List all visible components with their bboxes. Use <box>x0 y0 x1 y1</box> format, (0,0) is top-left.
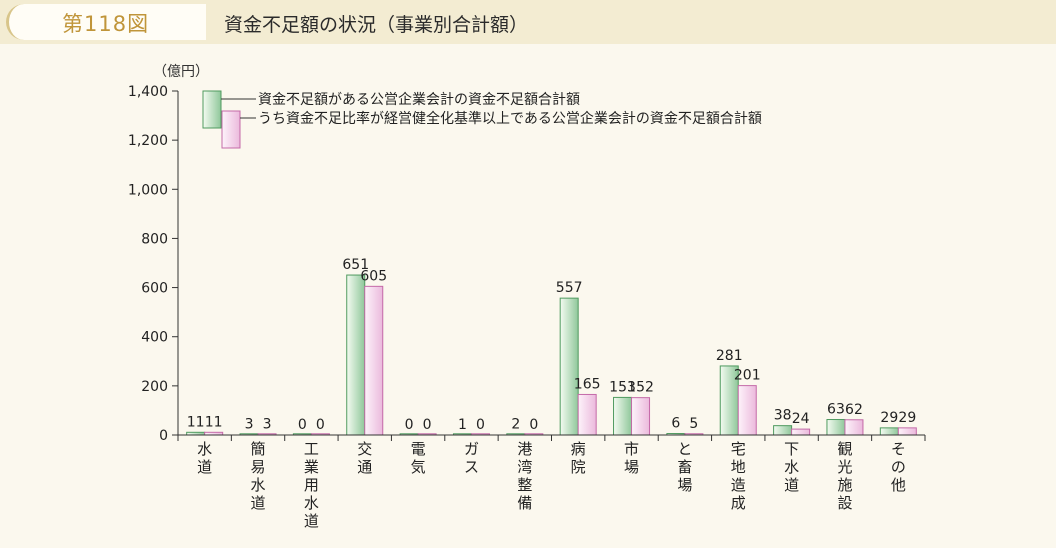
bar-series1 <box>613 396 633 436</box>
figure-title: 資金不足額の状況（事業別合計額） <box>224 14 529 36</box>
data-label-series1: 3 <box>245 416 254 432</box>
data-label-series1: 281 <box>716 348 743 364</box>
data-label-series1: 63 <box>827 402 845 418</box>
x-tick-label: 電気 <box>411 440 426 476</box>
data-label-series1: 29 <box>880 410 898 426</box>
x-tick-label: 水道 <box>197 440 212 476</box>
data-label-series2: 0 <box>476 417 485 433</box>
bar-series1 <box>346 274 366 436</box>
y-tick-label: 1,200 <box>128 133 168 149</box>
data-label-series1: 651 <box>342 257 369 273</box>
data-label-series1: 6 <box>671 416 680 432</box>
x-tick-label: 下水道 <box>784 440 799 494</box>
data-label-series2: 0 <box>529 417 538 433</box>
y-tick-label: 0 <box>159 428 168 444</box>
legend-label-series1: 資金不足額がある公営企業会計の資金不足額合計額 <box>258 91 580 108</box>
y-axis: 0 200 400 600 800 1,000 1,200 1,400 <box>128 84 179 444</box>
data-label-series2: 165 <box>574 376 601 392</box>
x-axis: 水道 簡易水道 工業用水道 交通 電気 ガス 港湾整備 病院 市場 と畜場 宅地造成 下水道 観光施設 そ… <box>177 434 926 530</box>
data-label-series2: 24 <box>792 411 810 427</box>
y-axis-unit: （億円） <box>153 64 209 80</box>
legend: 資金不足額がある公営企業会計の資金不足額合計額 うち資金不足比率が経営健全化基準… <box>202 90 762 149</box>
data-label-series2: 29 <box>898 410 916 426</box>
x-tick-label: 簡易水道 <box>251 440 266 512</box>
y-tick-label: 400 <box>141 330 168 346</box>
bar-series1 <box>879 427 899 436</box>
data-label-series1: 38 <box>774 408 792 424</box>
y-tick-label: 1,400 <box>128 84 168 100</box>
data-label-series2: 0 <box>423 417 432 433</box>
y-tick-label: 1,000 <box>128 182 168 198</box>
bar-series1 <box>826 419 846 436</box>
bar-series2 <box>364 285 384 436</box>
x-tick-label: 港湾整備 <box>517 440 532 512</box>
y-tick-label: 200 <box>141 379 168 395</box>
x-tick-label: 工業用水道 <box>304 440 319 530</box>
figure-number-tab <box>6 4 206 40</box>
bar-series2 <box>791 428 811 436</box>
bar-series1 <box>773 425 793 436</box>
data-label-series1: 153 <box>609 379 636 395</box>
data-label-series1: 0 <box>405 417 414 433</box>
x-tick-label: 市場 <box>624 440 639 476</box>
bar-series2 <box>897 427 917 436</box>
data-label-series1: 0 <box>298 417 307 433</box>
x-tick-label: ガス <box>464 440 479 476</box>
x-tick-label: 観光施設 <box>837 440 852 512</box>
data-label-series1: 11 <box>187 414 205 430</box>
y-tick-label: 600 <box>141 281 168 297</box>
data-label-series2: 605 <box>360 268 387 284</box>
x-tick-label: と畜場 <box>677 440 692 494</box>
data-label-series2: 5 <box>689 416 698 432</box>
x-tick-label: 宅地造成 <box>731 440 746 512</box>
data-label-series1: 557 <box>556 280 583 296</box>
figure-header: 第118図 資金不足額の状況（事業別合計額） <box>0 0 1056 44</box>
data-label-series2: 3 <box>263 416 272 432</box>
legend-swatch-series1 <box>202 90 222 129</box>
data-label-series2: 62 <box>845 402 863 418</box>
data-label-series2: 11 <box>205 414 223 430</box>
bar-series2 <box>844 419 864 436</box>
legend-label-series2: うち資金不足比率が経営健全化基準以上である公営企業会計の資金不足額合計額 <box>258 110 762 127</box>
figure-number: 第118図 <box>62 12 150 36</box>
bar-series2 <box>631 397 651 436</box>
data-label-series1: 2 <box>511 417 520 433</box>
x-tick-label: その他 <box>891 440 906 494</box>
bar-series1 <box>559 297 579 436</box>
x-tick-label: 交通 <box>357 440 372 476</box>
y-tick-label: 800 <box>141 231 168 247</box>
bar-series2 <box>737 385 757 436</box>
data-label-series2: 152 <box>627 380 654 396</box>
x-tick-label: 病院 <box>571 440 586 476</box>
legend-swatch-series2 <box>221 110 241 149</box>
bar-series2 <box>577 393 597 436</box>
data-label-series2: 0 <box>316 417 325 433</box>
data-label-series2: 201 <box>734 368 761 384</box>
data-label-series1: 1 <box>458 417 467 433</box>
